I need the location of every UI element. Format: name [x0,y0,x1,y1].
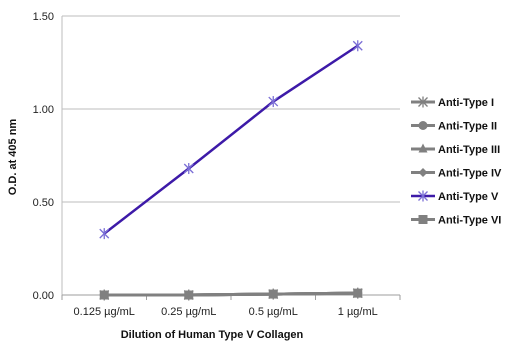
series-line [104,291,358,297]
data-point [353,288,363,298]
legend-item: Anti-Type IV [411,168,502,180]
data-point [418,96,428,108]
data-point [418,215,428,224]
y-tick-label: 1.50 [33,11,54,23]
x-tick-label: 1 µg/mL [338,306,378,318]
y-tick-labels: 0.00 0.50 1.00 1.50 [33,11,54,302]
legend: Anti-Type I Anti-Type II Anti-Type III Anti… [411,96,502,227]
data-point [418,168,428,177]
legend-item: Anti-Type VI [411,215,501,227]
y-axis-title: O.D. at 405 nm [7,119,19,196]
legend-label: Anti-Type I [438,97,494,109]
series-layer [99,40,363,301]
x-tick-label: 0.125 µg/mL [74,306,135,318]
data-point [99,290,109,300]
data-point [268,289,278,299]
data-point [418,121,428,130]
legend-item: Anti-Type II [411,121,497,133]
series-anti-type-vi [99,288,363,300]
legend-label: Anti-Type II [438,121,497,133]
legend-label: Anti-Type III [438,144,500,156]
legend-item: Anti-Type III [411,143,500,156]
data-point [418,143,428,153]
legend-label: Anti-Type V [438,191,499,203]
legend-item: Anti-Type V [411,190,499,203]
axes [61,16,401,300]
x-tick-label: 0.25 µg/mL [161,306,216,318]
x-axis-title: Dilution of Human Type V Collagen [121,329,304,341]
legend-label: Anti-Type VI [438,215,501,227]
y-tick-label: 0.00 [33,290,54,302]
series-line [103,44,359,235]
data-point [183,163,194,175]
x-tick-labels: 0.125 µg/mL 0.25 µg/mL 0.5 µg/mL 1 µg/mL [74,306,378,318]
y-tick-label: 1.00 [33,104,54,116]
y-tick-label: 0.50 [33,197,54,209]
data-point [99,228,110,240]
legend-label: Anti-Type IV [438,168,502,180]
gridlines [62,15,400,203]
data-point [352,40,363,52]
data-point [268,96,279,108]
legend-item: Anti-Type I [411,96,494,109]
x-tick-label: 0.5 µg/mL [249,306,298,318]
data-point [184,290,194,300]
series-anti-type-v [99,40,363,240]
data-point [418,190,428,202]
